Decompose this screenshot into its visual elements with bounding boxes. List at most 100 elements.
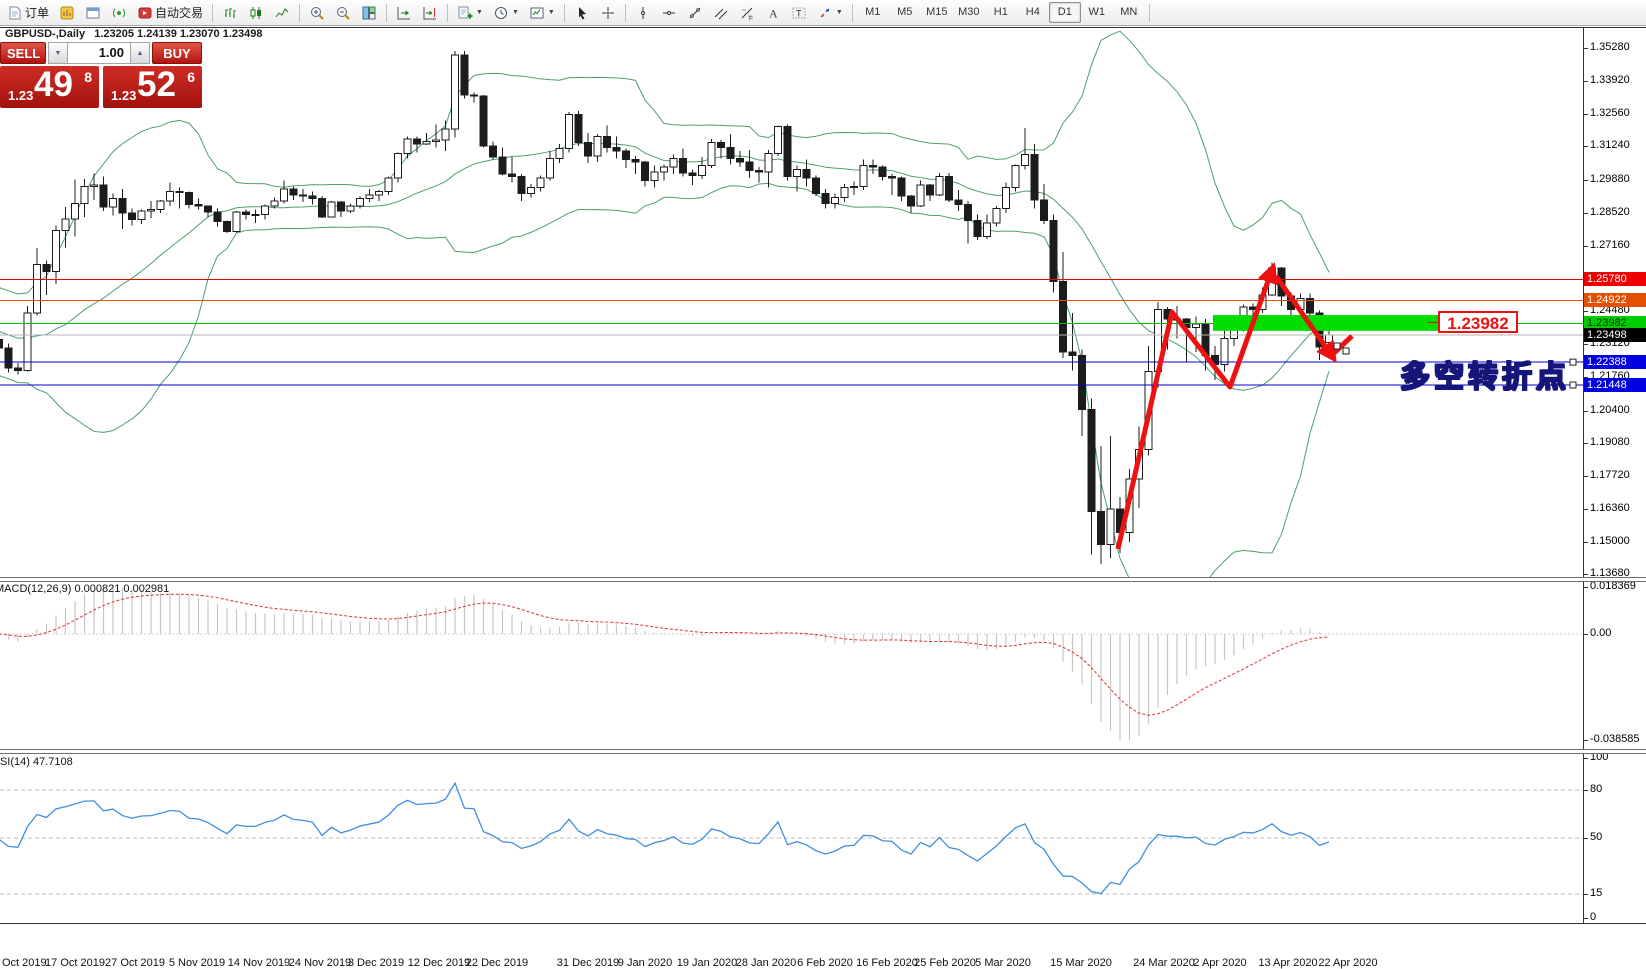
price-level-callout[interactable]: 1.23982 — [1438, 311, 1518, 333]
tile-windows-button[interactable] — [356, 1, 382, 25]
candle-down — [631, 159, 640, 163]
volume-increase-button[interactable]: ▲ — [130, 42, 150, 64]
dropdown-arrow-icon[interactable]: ▼ — [476, 9, 483, 16]
candle-up — [565, 114, 573, 150]
fibonacci-button[interactable]: F — [734, 1, 760, 25]
timeframe-button-m15[interactable]: M15 — [926, 6, 948, 18]
candle-up — [451, 54, 459, 130]
dropdown-arrow-icon[interactable]: ▼ — [511, 9, 519, 16]
hline-selection-handle[interactable] — [1569, 381, 1577, 389]
signals-button[interactable] — [106, 1, 132, 25]
volume-input[interactable]: 1.00 — [68, 42, 130, 64]
candle-up — [593, 135, 602, 157]
panel-splitter-macd[interactable] — [0, 577, 1646, 582]
candle-down — [4, 347, 13, 369]
candle-down — [498, 156, 507, 175]
hline-selection-handle[interactable] — [1569, 358, 1577, 366]
candle-up — [1220, 338, 1229, 365]
date-tick-label: 13 Apr 2020 — [1258, 957, 1318, 969]
candle-up — [280, 188, 288, 202]
trendline-button[interactable] — [682, 1, 708, 25]
label-button[interactable]: T — [786, 1, 812, 25]
candle-down — [318, 198, 326, 218]
profiles-icon — [85, 5, 101, 21]
candle-down — [726, 146, 735, 159]
timeframe-button-m1[interactable]: M1 — [865, 6, 881, 18]
support-zone-rect[interactable] — [1213, 315, 1443, 331]
timeframe-button-m30[interactable]: M30 — [958, 6, 980, 18]
price-chart[interactable] — [0, 27, 1583, 577]
toolbar-separator — [212, 3, 214, 22]
price-flag-1.21448: 1.21448 — [1584, 378, 1646, 393]
indicators-icon — [457, 5, 473, 21]
periods-button[interactable]: ▼ — [488, 1, 524, 25]
candle-down — [479, 95, 488, 147]
autotrading-button[interactable]: 自动交易 — [132, 1, 208, 25]
candle-up — [80, 185, 89, 204]
price-tick-label: 1.24480 — [1590, 304, 1630, 317]
candle-up — [831, 196, 839, 204]
crosshair-button[interactable] — [595, 1, 621, 25]
templates-button[interactable]: ▼ — [524, 1, 560, 25]
bollinger-upper-band — [0, 30, 1330, 295]
candle-up — [327, 201, 336, 218]
price-flag-1.22388: 1.22388 — [1584, 355, 1646, 370]
sell-price-display[interactable]: 1.23 49 8 — [0, 65, 99, 108]
panel-splitter-rsi[interactable] — [0, 749, 1646, 754]
label-icon: T — [791, 5, 807, 21]
timeframe-button-h1[interactable]: H1 — [993, 6, 1008, 18]
sell-button[interactable]: SELL — [0, 42, 46, 64]
buy-button[interactable]: BUY — [152, 42, 202, 64]
zoom-in-button[interactable] — [304, 1, 330, 25]
rsi-indicator-chart[interactable] — [0, 753, 1583, 923]
trendline-icon — [687, 5, 703, 21]
candlestick-button[interactable] — [243, 1, 269, 25]
new-order-button[interactable]: 订单 — [2, 1, 54, 25]
candle-down — [1030, 154, 1039, 201]
candle-up — [109, 198, 117, 208]
horizontal-level-lines[interactable] — [0, 278, 1583, 386]
hline-button[interactable] — [656, 1, 682, 25]
buy-price-display[interactable]: 1.23 52 6 — [103, 65, 202, 108]
autoscroll-button[interactable] — [391, 1, 417, 25]
dropdown-arrow-icon[interactable]: ▼ — [835, 9, 843, 16]
volume-control: ▼ 1.00 ▲ — [48, 42, 150, 64]
autotrading-icon — [137, 5, 153, 21]
zoom-out-icon — [335, 5, 351, 21]
candle-up — [1325, 334, 1333, 343]
cursor-button[interactable] — [569, 1, 595, 25]
profiles-button[interactable] — [80, 1, 106, 25]
new-chart-button[interactable] — [54, 1, 80, 25]
timeframe-button-h4[interactable]: H4 — [1025, 6, 1040, 18]
date-tick-label: 22 Dec 2019 — [465, 957, 529, 969]
macd-indicator-chart[interactable] — [0, 581, 1583, 749]
timeframe-button-m5[interactable]: M5 — [897, 6, 913, 18]
zoom-out-button[interactable] — [330, 1, 356, 25]
timeframe-button-mn[interactable]: MN — [1120, 6, 1138, 18]
text-button[interactable]: A — [760, 1, 786, 25]
indicators-button[interactable]: ▼ — [452, 1, 488, 25]
price-tick-label: 1.19080 — [1590, 435, 1630, 448]
volume-decrease-button[interactable]: ▼ — [48, 42, 68, 64]
line-chart-button[interactable] — [269, 1, 295, 25]
candlestick-icon — [248, 5, 264, 21]
bar-chart-button[interactable] — [217, 1, 243, 25]
arrows-button[interactable]: ▼ — [812, 1, 848, 25]
object-selection-handle[interactable] — [1342, 347, 1350, 355]
candle-down — [641, 161, 649, 181]
dropdown-arrow-icon[interactable]: ▼ — [547, 9, 555, 16]
vline-button[interactable] — [630, 1, 656, 25]
candle-down — [517, 176, 526, 195]
trend-zigzag[interactable] — [1115, 262, 1577, 550]
pivot-annotation-text[interactable]: 多空转折点 — [1399, 360, 1570, 394]
candle-up — [261, 205, 269, 215]
object-selection-handle[interactable] — [1333, 342, 1341, 350]
candle-down — [755, 170, 763, 173]
candle-up — [365, 194, 374, 200]
channel-button[interactable] — [708, 1, 734, 25]
timeframe-button-w1[interactable]: W1 — [1088, 6, 1106, 18]
date-tick-label: 5 Mar 2020 — [975, 957, 1031, 969]
chart-shift-button[interactable] — [417, 1, 443, 25]
timeframe-button-d1[interactable]: D1 — [1048, 2, 1081, 23]
chart-window[interactable]: GBPUSD-,Daily 1.23205 1.24139 1.23070 1.… — [0, 26, 1646, 969]
